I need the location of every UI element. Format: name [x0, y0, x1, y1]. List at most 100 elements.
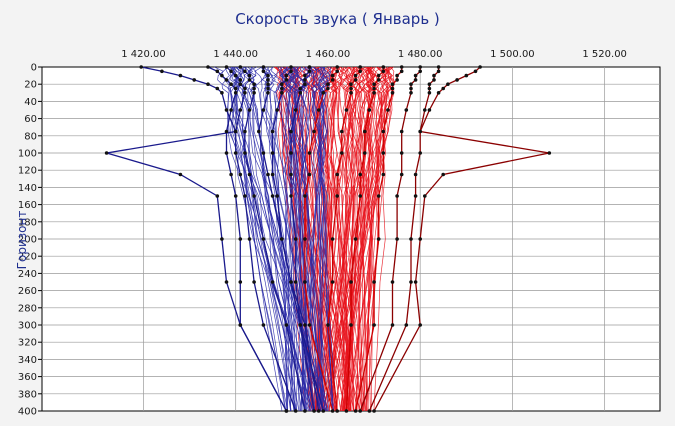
- series-1-point-14: [238, 323, 243, 327]
- series-0-point-13: [224, 280, 229, 284]
- series-5-point-3: [455, 78, 459, 82]
- series-12-point-10: [270, 172, 275, 177]
- chart-title: Скорость звука ( Январь ): [235, 10, 440, 28]
- series-12-point-15: [312, 409, 316, 413]
- blue-fan-line-71: [231, 66, 292, 412]
- series-7-point-9: [399, 151, 404, 155]
- series-1-point-4: [229, 82, 233, 86]
- series-12-point-13: [289, 280, 293, 284]
- series-5-point-9: [547, 151, 552, 155]
- series-8-point-4: [390, 82, 395, 86]
- series-11-point-2: [330, 73, 335, 78]
- series-8-point-10: [381, 172, 386, 177]
- series-line-7: [359, 67, 421, 412]
- x-tick-label-2: 1 460.00: [306, 49, 351, 60]
- series-9-point-12: [353, 237, 358, 241]
- y-tick-label-20: 400: [18, 407, 37, 418]
- y-tick-label-6: 120: [18, 166, 37, 177]
- series-4-point-10: [266, 172, 270, 177]
- series-13-point-13: [293, 280, 298, 284]
- red-fan-line-50: [373, 66, 395, 412]
- y-tick-label-7: 140: [18, 183, 37, 194]
- series-8-point-11: [376, 194, 381, 198]
- x-tick-label-3: 1 480.00: [398, 49, 443, 60]
- series-10-point-13: [330, 280, 335, 284]
- series-1-point-3: [224, 78, 229, 82]
- series-1-point-15: [284, 409, 289, 413]
- series-13-point-3: [303, 78, 307, 82]
- red-fan-line-110: [366, 66, 375, 412]
- series-3-point-4: [252, 82, 256, 86]
- series-9-point-15: [344, 409, 349, 413]
- series-8-point-12: [376, 237, 381, 241]
- y-tick-label-3: 60: [24, 114, 37, 125]
- profile-lines-fan: [214, 66, 395, 412]
- y-tick-label-9: 180: [18, 217, 37, 228]
- series-5-point-14: [418, 323, 423, 327]
- series-3-point-5: [252, 86, 256, 91]
- red-fan-line-26: [352, 66, 369, 412]
- series-6-point-15: [367, 409, 372, 413]
- series-6-point-0: [436, 65, 441, 69]
- series-line-11: [304, 67, 338, 412]
- series-8-point-5: [390, 86, 395, 91]
- series-7-point-13: [390, 280, 395, 284]
- y-tick-label-17: 340: [18, 355, 37, 366]
- series-10-point-7: [344, 108, 349, 112]
- series-9-point-13: [349, 280, 353, 284]
- series-3-point-6: [252, 91, 256, 95]
- blue-fan-line-41: [311, 66, 334, 412]
- series-2-point-15: [293, 409, 298, 413]
- series-11-point-4: [326, 82, 330, 86]
- x-tick-label-4: 1 500.00: [490, 49, 535, 60]
- profile-series: [104, 65, 552, 413]
- red-fan-line-105: [343, 66, 366, 412]
- series-6-point-7: [423, 108, 427, 112]
- series-6-point-4: [427, 82, 432, 86]
- series-13-point-7: [293, 108, 298, 112]
- series-0-point-3: [192, 78, 196, 82]
- series-2-point-5: [243, 86, 247, 91]
- series-13-point-4: [303, 82, 307, 86]
- series-11-point-3: [330, 78, 335, 82]
- series-10-point-11: [335, 194, 340, 198]
- series-6-point-9: [418, 151, 423, 155]
- series-4-point-11: [270, 194, 275, 198]
- red-fan-line-52: [354, 66, 393, 412]
- y-tick-label-0: 0: [31, 63, 37, 74]
- series-9-point-3: [376, 78, 381, 82]
- series-line-9: [345, 67, 384, 412]
- blue-fan-line-52: [273, 66, 328, 412]
- red-fan-line-77: [317, 66, 361, 412]
- series-12-point-6: [280, 91, 284, 95]
- y-tick-label-5: 100: [18, 149, 37, 160]
- series-6-point-1: [436, 69, 441, 74]
- blue-fan-line-31: [289, 66, 301, 412]
- series-13-point-2: [303, 73, 307, 78]
- series-12-point-7: [275, 108, 280, 112]
- series-10-point-8: [340, 129, 344, 134]
- series-1-point-6: [233, 91, 238, 95]
- series-10-point-2: [353, 73, 358, 78]
- series-12-point-0: [289, 65, 293, 69]
- series-4-point-9: [261, 151, 266, 155]
- series-0-point-9: [104, 151, 109, 155]
- series-4-point-4: [266, 82, 270, 86]
- series-1-point-12: [238, 237, 243, 241]
- series-7-point-15: [358, 409, 363, 413]
- x-axis-ticks: 1 420.00 1 440.00 1 460.00 1 480.00 1 500.00…: [121, 49, 627, 60]
- series-12-point-11: [275, 194, 280, 198]
- y-tick-label-10: 200: [18, 235, 37, 246]
- series-5-point-12: [418, 237, 423, 241]
- series-4-point-15: [316, 409, 321, 413]
- blue-fan-line-12: [242, 66, 315, 412]
- series-2-point-14: [261, 323, 266, 327]
- series-7-point-7: [404, 108, 409, 112]
- series-11-point-14: [307, 323, 312, 327]
- series-line-13: [290, 67, 324, 412]
- series-line-6: [368, 67, 440, 412]
- series-10-point-14: [326, 323, 330, 327]
- series-line-0: [106, 66, 287, 412]
- y-tick-label-2: 40: [24, 97, 37, 108]
- blue-fan-line-64: [234, 66, 287, 412]
